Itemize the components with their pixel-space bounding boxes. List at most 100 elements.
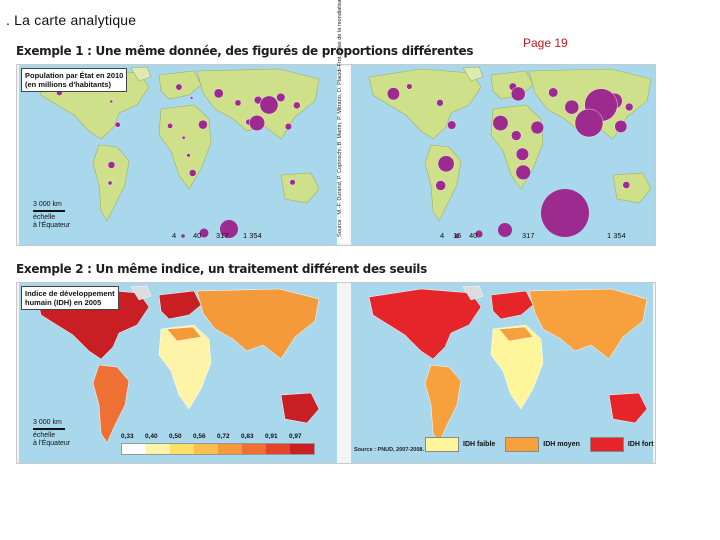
threshold-6: 0,91 [265, 433, 278, 440]
category-medium-swatch [505, 437, 540, 452]
population-bubble [198, 119, 208, 130]
category-low-swatch [425, 437, 459, 452]
hdi-legend: Indice de développement humain (IDH) en … [21, 286, 119, 310]
population-bubble [510, 86, 526, 102]
threshold-0: 0,33 [121, 433, 134, 440]
population-bubble [386, 87, 400, 101]
population-bubble [276, 92, 286, 102]
population-bubble [107, 161, 116, 169]
population-maps-panel: Population par État en 2010 (en millions… [16, 0, 656, 246]
population-legend: Population par État en 2010 (en millions… [21, 68, 128, 92]
scale-bar-2: 3 000 km échelle à l'Équateur [33, 419, 70, 448]
scale-note2: à l'Équateur [33, 222, 71, 229]
category-medium-label: IDH moyen [543, 441, 580, 448]
category-low-label: IDH faible [463, 441, 496, 448]
hdi-maps-panel: Indice de développement humain (IDH) en … [16, 282, 656, 464]
scale-bar-1: 3 000 km échelle à l'Équateur [33, 201, 70, 230]
population-bubble [436, 99, 444, 107]
population-bubble [107, 180, 113, 186]
population-maps-svg [18, 65, 655, 245]
population-bubble [437, 155, 455, 173]
category-medium: IDH moyen [505, 437, 580, 452]
population-bubble [186, 153, 191, 158]
source-text-2: Source : PNUD, 2007-2008. [354, 447, 425, 453]
population-bubble [622, 181, 631, 189]
population-bubble [188, 169, 197, 177]
example2-title: Exemple 2 : Un même indice, un traitemen… [16, 262, 427, 276]
population-bubble [625, 102, 634, 112]
threshold-swatch-2 [170, 444, 194, 454]
population-legend-line2: (en millions d'habitants) [25, 80, 111, 89]
scale-note1-2: échelle [33, 432, 56, 439]
scale-note1: échelle [33, 214, 56, 221]
population-bubble [511, 130, 522, 141]
threshold-swatch-4 [218, 444, 242, 454]
population-bubble-large [259, 95, 279, 115]
population-bubble [515, 147, 529, 161]
right-bubble-layer [386, 82, 634, 191]
population-bubble [109, 99, 113, 104]
population-bubble [530, 120, 544, 135]
scale-label-2: 3 000 km [33, 419, 62, 426]
threshold-swatches [121, 443, 315, 455]
size-legend-left-3: 317 [216, 231, 229, 240]
threshold-swatch-0 [122, 444, 146, 454]
threshold-5: 0,83 [241, 433, 254, 440]
size-legend-left-2: 40 [193, 231, 202, 240]
size-legend-right-1: 4 [440, 231, 445, 240]
source-vertical: Source : M.-F. Durand, P. Copinschi, B. … [337, 0, 349, 243]
population-bubble [213, 88, 224, 99]
population-bubble [175, 83, 183, 91]
size-legend-right-4: 317 [522, 231, 535, 240]
threshold-swatch-1 [146, 444, 170, 454]
population-bubble-large [248, 115, 265, 132]
population-bubble [564, 99, 580, 115]
hdi-legend-line1: Indice de développement [25, 289, 115, 298]
source-text-1: Source : M.-F. Durand, P. Copinschi, B. … [337, 0, 343, 237]
threshold-3: 0,56 [193, 433, 206, 440]
size-legend-left-4: 1 354 [243, 231, 262, 240]
threshold-swatch-3 [194, 444, 218, 454]
left-bubble-layer [56, 82, 301, 186]
category-high-swatch [589, 437, 624, 452]
size-legend-right-5: 1 354 [607, 231, 626, 240]
population-bubble [114, 121, 121, 128]
size-legend-right-3: 40 [469, 231, 478, 240]
population-bubble [289, 179, 296, 186]
category-high: IDH fort [589, 437, 654, 452]
population-bubble [167, 123, 173, 129]
threshold-7: 0,97 [289, 433, 302, 440]
population-bubble [548, 87, 559, 98]
hdi-maps-svg [19, 283, 653, 463]
threshold-swatch-7 [290, 444, 314, 454]
population-bubble [234, 99, 242, 107]
size-legend-left-1: 4 [172, 231, 177, 240]
threshold-1: 0,40 [145, 433, 158, 440]
scale-label: 3 000 km [33, 201, 62, 208]
scale-bar-line [33, 210, 65, 212]
threshold-swatch-6 [266, 444, 290, 454]
slide-title: . La carte analytique [6, 12, 137, 28]
hdi-legend-line2: humain (IDH) en 2005 [25, 298, 102, 307]
page-number: Page 19 [523, 36, 568, 50]
population-bubble [293, 101, 301, 110]
scale-bar-line-2 [33, 428, 65, 430]
population-bubble [447, 120, 457, 130]
category-low: IDH faible [425, 437, 495, 452]
population-bubble [284, 123, 292, 131]
threshold-swatch-5 [242, 444, 266, 454]
population-bubble [190, 96, 194, 100]
hdi-right-map [368, 285, 648, 444]
example1-title: Exemple 1 : Une même donnée, des figurés… [16, 44, 474, 58]
category-high-label: IDH fort [627, 441, 654, 448]
population-bubble [406, 83, 413, 90]
threshold-4: 0,72 [217, 433, 230, 440]
population-bubble [614, 120, 628, 133]
population-bubble [435, 180, 446, 191]
threshold-2: 0,50 [169, 433, 182, 440]
size-legend-right-2: 15 [453, 231, 462, 240]
population-legend-line1: Population par État en 2010 [25, 71, 124, 80]
population-bubble [492, 115, 509, 131]
population-bubble-large [574, 108, 604, 138]
hdi-category-legend: IDH faible IDH moyen IDH fort [425, 437, 654, 452]
